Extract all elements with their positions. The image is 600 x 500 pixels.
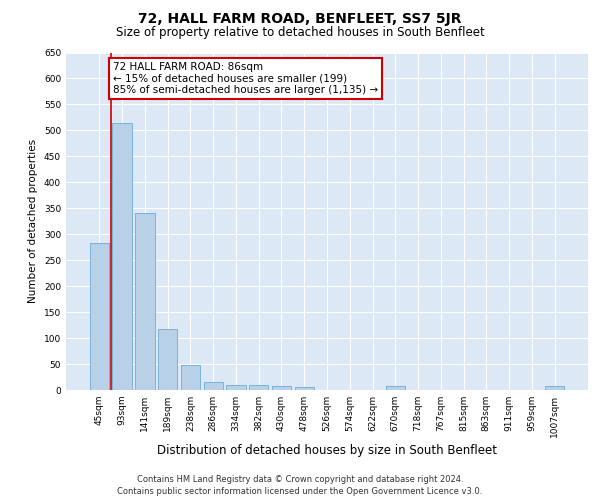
Bar xyxy=(226,385,245,390)
Bar xyxy=(386,386,405,390)
Text: Contains HM Land Registry data © Crown copyright and database right 2024.
Contai: Contains HM Land Registry data © Crown c… xyxy=(118,474,482,496)
Bar xyxy=(295,388,314,390)
X-axis label: Distribution of detached houses by size in South Benfleet: Distribution of detached houses by size … xyxy=(157,444,497,457)
Bar xyxy=(249,385,268,390)
Bar xyxy=(203,382,223,390)
Y-axis label: Number of detached properties: Number of detached properties xyxy=(28,139,38,304)
Bar xyxy=(112,122,132,390)
Bar xyxy=(181,365,200,390)
Bar xyxy=(135,214,155,390)
Bar xyxy=(90,243,109,390)
Text: Size of property relative to detached houses in South Benfleet: Size of property relative to detached ho… xyxy=(116,26,484,39)
Bar xyxy=(158,328,178,390)
Bar xyxy=(272,386,291,390)
Text: 72, HALL FARM ROAD, BENFLEET, SS7 5JR: 72, HALL FARM ROAD, BENFLEET, SS7 5JR xyxy=(138,12,462,26)
Bar xyxy=(545,386,564,390)
Text: 72 HALL FARM ROAD: 86sqm
← 15% of detached houses are smaller (199)
85% of semi-: 72 HALL FARM ROAD: 86sqm ← 15% of detach… xyxy=(113,62,378,95)
